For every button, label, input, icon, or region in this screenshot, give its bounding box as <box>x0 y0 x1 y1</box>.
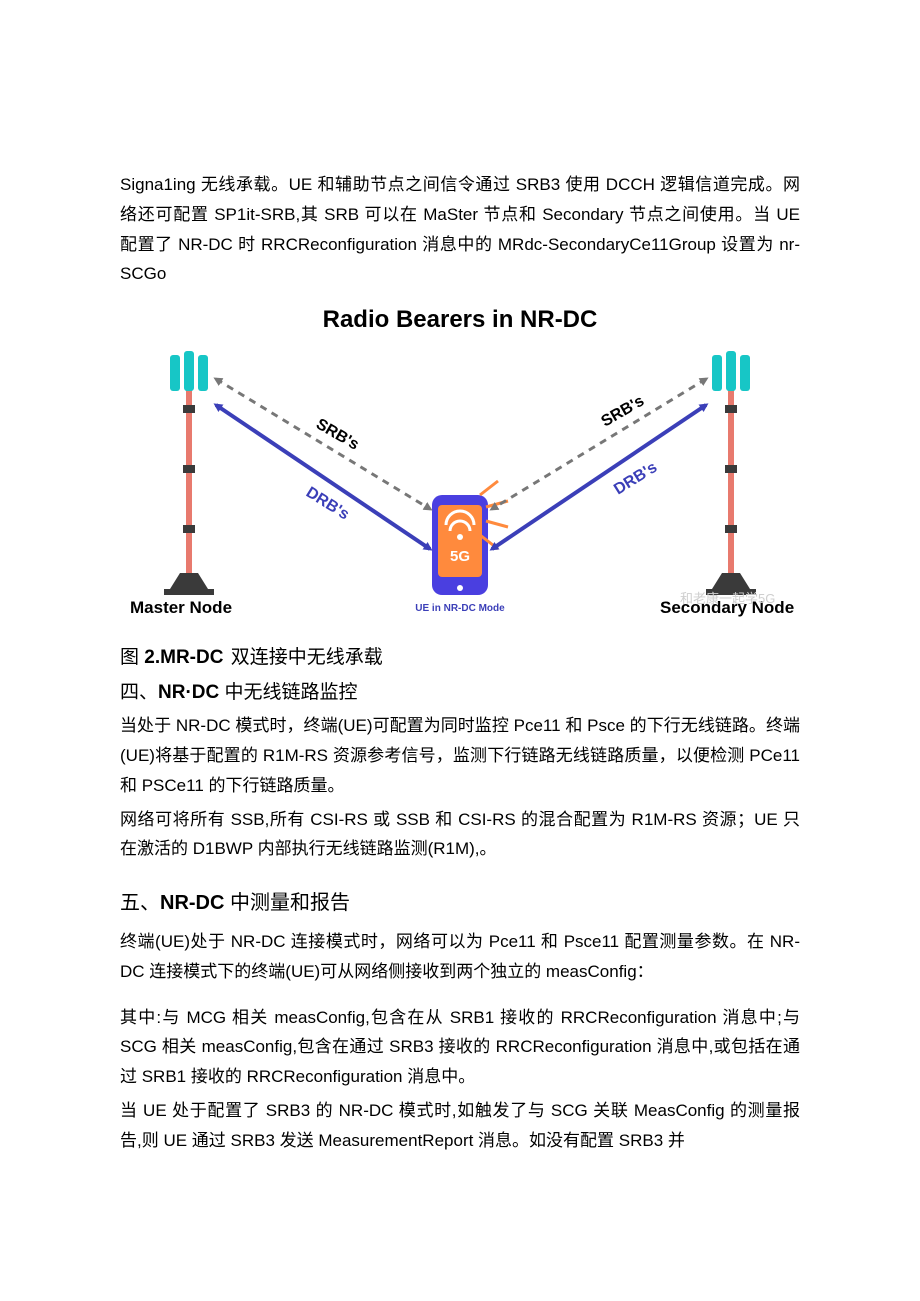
master-tower-icon <box>164 351 214 595</box>
sec4-post: 中无线链路监控 <box>219 682 357 703</box>
sec5-p3: 当 UE 处于配置了 SRB3 的 NR-DC 模式时,如触发了与 SCG 关联… <box>120 1096 800 1156</box>
sec5-post: 中测量和报告 <box>224 892 350 914</box>
caption-prefix: 图 <box>120 647 144 668</box>
right-srb-line <box>492 379 706 509</box>
diagram-container: Radio Bearers in NR-DC <box>120 299 800 635</box>
ue-label: UE in NR-DC Mode <box>415 603 505 614</box>
master-node-label: Master Node <box>130 598 232 617</box>
sec5-p2: 其中:与 MCG 相关 measConfig,包含在从 SRB1 接收的 RRC… <box>120 1003 800 1092</box>
figure-caption: 图 2.MR-DC 双连接中无线承载 <box>120 641 800 674</box>
section-4-heading: 四、NR·DC 中无线链路监控 <box>120 676 800 709</box>
sec4-p1: 当处于 NR-DC 模式时，终端(UE)可配置为同时监控 Pce11 和 Psc… <box>120 711 800 800</box>
secondary-tower-icon <box>706 351 756 595</box>
sec4-bold: NR·DC <box>158 682 219 703</box>
page: Signa1ing 无线承载。UE 和辅助节点之间信令通过 SRB3 使用 DC… <box>0 0 920 1219</box>
sec4-pre: 四、 <box>120 682 158 703</box>
right-srb-label: SRB's <box>599 392 648 430</box>
sec4-p2: 网络可将所有 SSB,所有 CSI-RS 或 SSB 和 CSI-RS 的混合配… <box>120 805 800 865</box>
sec5-bold: NR-DC <box>160 892 224 914</box>
svg-text:5G: 5G <box>450 548 470 565</box>
ue-phone-icon: 5G <box>432 481 508 595</box>
diagram-title: Radio Bearers in NR-DC <box>120 299 800 341</box>
caption-number: 2.MR-DC <box>144 647 223 668</box>
intro-paragraph: Signa1ing 无线承载。UE 和辅助节点之间信令通过 SRB3 使用 DC… <box>120 170 800 289</box>
left-srb-label: SRB's <box>313 416 362 454</box>
radio-bearers-diagram: Master Node Secondary Node <box>120 345 800 625</box>
left-srb-line <box>216 379 430 509</box>
right-drb-line <box>492 405 706 549</box>
caption-rest: 双连接中无线承载 <box>225 647 382 668</box>
watermark-text: 和老康一起学5G <box>680 591 775 606</box>
sec5-pre: 五、 <box>120 892 160 914</box>
sec5-p1: 终端(UE)处于 NR-DC 连接模式时，网络可以为 Pce11 和 Psce1… <box>120 927 800 987</box>
section-5-heading: 五、NR-DC 中测量和报告 <box>120 886 800 921</box>
